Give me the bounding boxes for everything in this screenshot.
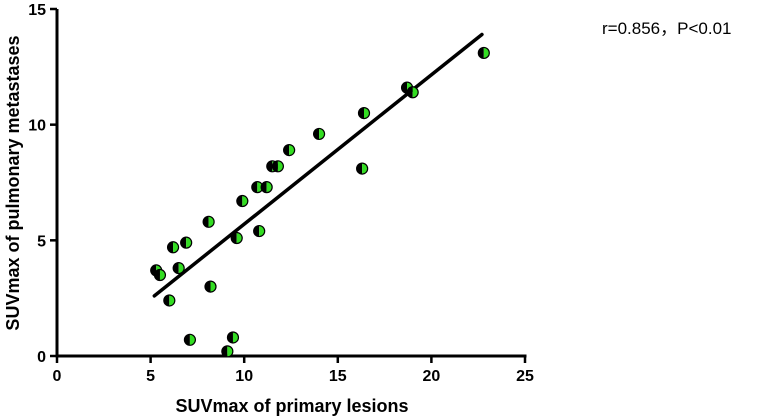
x-tick-label: 15 xyxy=(329,368,347,385)
data-point-outline xyxy=(172,261,185,275)
data-points xyxy=(150,46,490,358)
data-point-outline xyxy=(230,231,243,245)
data-point xyxy=(236,194,249,208)
data-point xyxy=(406,86,419,99)
data-point xyxy=(312,127,326,141)
data-point-outline xyxy=(271,160,284,173)
correlation-annotation: r=0.856，P<0.01 xyxy=(602,19,731,38)
data-point xyxy=(260,181,273,194)
data-point-outline xyxy=(477,46,490,60)
data-point-outline xyxy=(312,127,326,141)
data-point xyxy=(180,236,193,249)
x-tick-label: 25 xyxy=(516,368,534,385)
data-point-outline xyxy=(236,194,249,208)
data-point xyxy=(166,241,180,254)
data-point xyxy=(204,280,217,293)
data-point-outline xyxy=(163,294,176,307)
x-tick-label: 20 xyxy=(423,368,441,385)
data-point-outline xyxy=(166,241,180,254)
data-point-outline xyxy=(221,345,234,358)
data-point-outline xyxy=(226,331,240,344)
data-point xyxy=(356,162,369,175)
data-point xyxy=(153,268,167,282)
x-axis-title: SUVmax of primary lesions xyxy=(175,396,408,416)
data-point xyxy=(271,160,284,173)
data-point xyxy=(221,345,234,358)
y-axis-title: SUVmax of pulmonary metastases xyxy=(3,35,23,330)
axes: 0 5 10 15 20 25 0 5 10 15 xyxy=(28,2,534,385)
data-point xyxy=(172,261,185,275)
regression-line-group xyxy=(152,32,484,298)
data-point-outline xyxy=(253,224,266,238)
data-point xyxy=(226,331,240,344)
data-point xyxy=(253,224,266,238)
data-point xyxy=(230,231,243,245)
y-tick-label: 0 xyxy=(37,349,46,366)
y-tick-label: 15 xyxy=(28,2,46,19)
data-point xyxy=(477,46,490,60)
data-point-outline xyxy=(183,333,197,346)
data-point-outline xyxy=(260,181,273,194)
y-tick-label: 10 xyxy=(28,118,46,135)
data-point-outline xyxy=(356,162,369,175)
data-point-outline xyxy=(283,144,296,157)
x-tick-label: 5 xyxy=(146,368,155,385)
data-point-outline xyxy=(153,268,167,282)
data-point xyxy=(357,106,371,120)
x-tick-label: 10 xyxy=(235,368,253,385)
data-point-outline xyxy=(202,215,215,228)
data-point-outline xyxy=(406,86,419,99)
y-tick-label: 5 xyxy=(37,233,46,250)
data-point-outline xyxy=(180,236,193,249)
regression-line xyxy=(152,32,484,298)
data-point xyxy=(202,215,215,228)
data-point xyxy=(183,333,197,346)
data-point xyxy=(163,294,176,307)
data-point xyxy=(283,144,296,157)
data-point-outline xyxy=(204,280,217,293)
data-point-outline xyxy=(357,106,371,120)
x-tick-label: 0 xyxy=(53,368,62,385)
